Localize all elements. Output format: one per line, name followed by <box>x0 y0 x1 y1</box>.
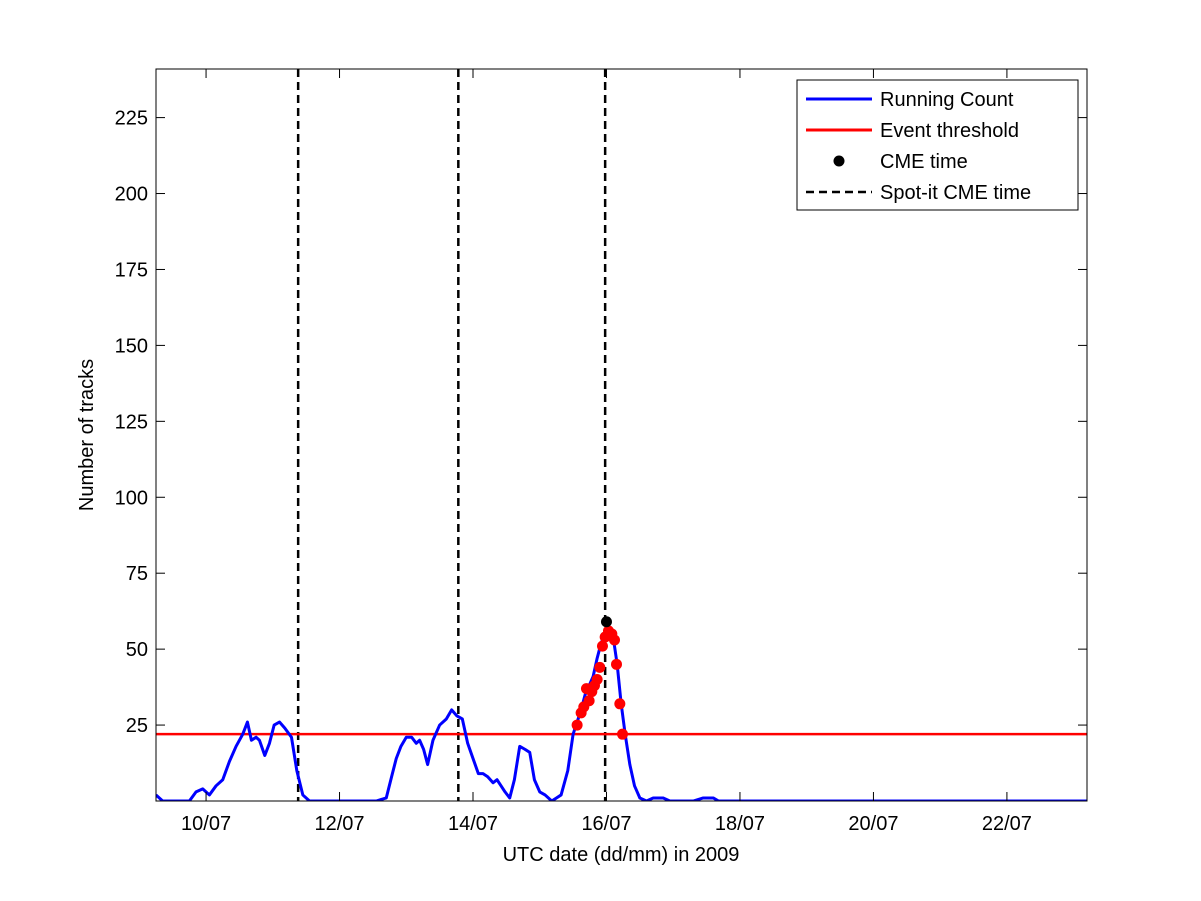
legend: Running Count Event threshold CME time Spot… <box>796 79 1079 211</box>
y-tick-label: 25 <box>126 715 148 737</box>
y-tick-label: 175 <box>115 259 148 281</box>
y-tick-label: 200 <box>115 184 148 206</box>
y-tick-label: 225 <box>115 108 148 130</box>
legend-box <box>796 79 1079 211</box>
x-tick-label: 12/07 <box>314 813 364 835</box>
event-point <box>583 695 595 707</box>
x-tick-label: 22/07 <box>982 813 1032 835</box>
event-point <box>617 728 629 740</box>
y-axis-label: Number of tracks <box>76 359 98 511</box>
y-tick-label: 50 <box>126 639 148 661</box>
event-point <box>594 661 606 673</box>
y-tick-label: 75 <box>126 563 148 585</box>
x-tick-label: 14/07 <box>448 813 498 835</box>
cme-time-marker <box>600 616 612 628</box>
series-line-running-count <box>156 626 1087 801</box>
x-tick-label: 18/07 <box>715 813 765 835</box>
y-tick-label: 125 <box>115 411 148 433</box>
legend-label-running-count: Running Count <box>880 89 1014 111</box>
x-tick-label: 10/07 <box>181 813 231 835</box>
plot-frame <box>155 68 1088 802</box>
legend-label-cme-time: CME time <box>880 151 968 173</box>
x-tick-label: 16/07 <box>581 813 631 835</box>
x-axis-label: UTC date (dd/mm) in 2009 <box>503 844 740 866</box>
legend-label-event-threshold: Event threshold <box>880 120 1019 142</box>
y-tick-label: 150 <box>115 335 148 357</box>
x-tick-label: 20/07 <box>848 813 898 835</box>
event-point <box>610 658 622 670</box>
event-point <box>591 674 603 686</box>
data-layer <box>156 69 1087 801</box>
axes-ticks: 10/07 12/07 14/07 16/07 18/07 20/07 22/07 25 50 7… <box>115 69 1087 835</box>
event-point <box>608 634 620 646</box>
event-point <box>596 640 608 652</box>
legend-swatch-cme-time <box>833 155 845 167</box>
event-point <box>571 719 583 731</box>
y-tick-label: 100 <box>115 487 148 509</box>
legend-label-spot-it-cme-time: Spot-it CME time <box>880 182 1031 204</box>
event-point <box>614 698 626 710</box>
